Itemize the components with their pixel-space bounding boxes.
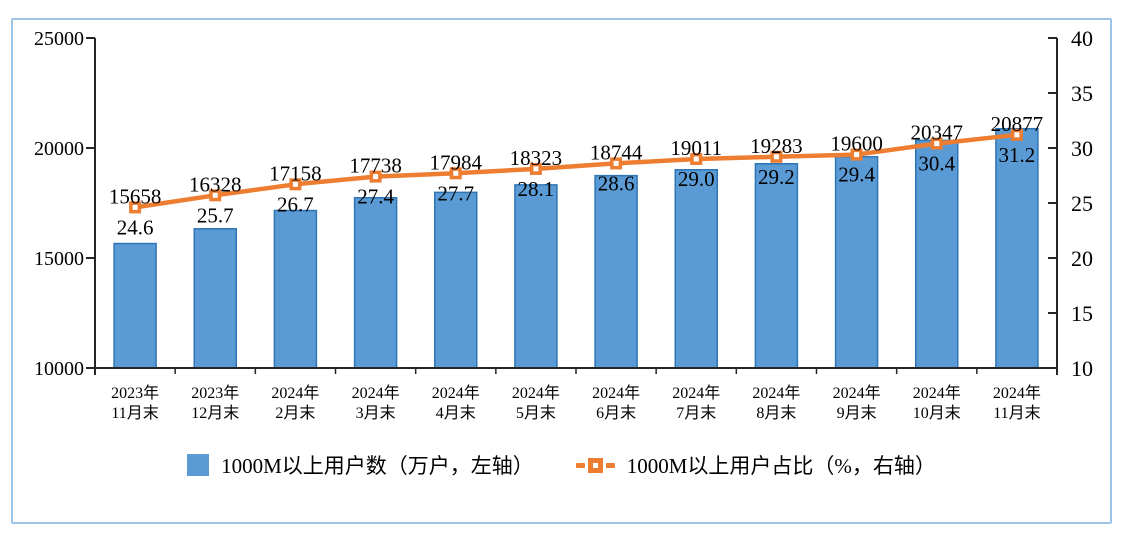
- left-axis-tick-label: 10000: [34, 358, 84, 380]
- right-axis-tick-label: 15: [1071, 301, 1093, 326]
- right-axis-tick-label: 35: [1071, 81, 1093, 106]
- x-axis-category-label: 2024年: [271, 384, 319, 402]
- bar-value-label: 15658: [109, 184, 162, 208]
- x-axis-category-label: 7月末: [676, 404, 716, 422]
- x-axis-category-label: 2024年: [432, 384, 480, 402]
- x-axis-category-label: 2024年: [752, 384, 800, 402]
- ratio-line-marker-center: [934, 141, 940, 147]
- ratio-line-marker-center: [613, 160, 619, 166]
- ratio-value-label: 29.2: [758, 165, 795, 189]
- ratio-line: [134, 132, 1018, 210]
- x-axis-category-label: 11月末: [111, 404, 158, 422]
- x-axis-category-label: 9月末: [837, 404, 877, 422]
- bar-value-label: 20347: [911, 121, 964, 145]
- x-axis-category-label: 4月末: [436, 404, 476, 422]
- bar: [915, 139, 959, 369]
- ratio-line-marker-center: [453, 170, 459, 176]
- bar: [834, 156, 879, 369]
- x-axis-category-label: 10月末: [913, 404, 961, 422]
- bar: [674, 169, 718, 369]
- x-axis-category-label: 8月末: [756, 404, 796, 422]
- right-axis-tick-label: 25: [1071, 191, 1093, 216]
- ratio-value-label: 28.1: [518, 177, 555, 201]
- bar-swatch-icon: [187, 454, 210, 476]
- ratio-value-label: 29.4: [838, 163, 875, 187]
- bar: [514, 184, 558, 369]
- right-axis-tick-label: 30: [1071, 136, 1093, 161]
- legend: 1000M以上用户数（万户，左轴） 1000M以上用户占比（%，右轴）: [13, 450, 1110, 480]
- x-axis-category-label: 11月末: [993, 404, 1040, 422]
- ratio-line-marker-center: [854, 152, 860, 158]
- ratio-value-label: 30.4: [918, 152, 955, 176]
- legend-label-users: 1000M以上用户数（万户，左轴）: [221, 454, 534, 478]
- bar-value-label: 18323: [510, 146, 563, 170]
- ratio-value-label: 24.6: [117, 215, 154, 239]
- bar: [754, 163, 799, 369]
- ratio-value-label: 31.2: [999, 143, 1036, 167]
- ratio-value-label: 28.6: [598, 171, 635, 195]
- x-axis-category-label: 2月末: [275, 404, 315, 422]
- x-axis-category-label: 2024年: [512, 384, 560, 402]
- bar: [273, 209, 318, 369]
- ratio-value-label: 27.4: [357, 185, 394, 209]
- bar-value-label: 20877: [991, 112, 1044, 136]
- left-axis-tick-label: 20000: [34, 138, 84, 160]
- line-marker-icon: [575, 457, 615, 473]
- bar-value-label: 17984: [430, 150, 483, 174]
- ratio-line-marker-center: [212, 192, 218, 198]
- ratio-line-marker-center: [292, 181, 298, 187]
- ratio-line-marker-center: [1014, 132, 1020, 138]
- bar: [594, 174, 638, 369]
- x-axis-category-label: 2024年: [592, 384, 640, 402]
- line-square-icon: [587, 457, 603, 473]
- ratio-value-label: 26.7: [277, 192, 314, 216]
- x-axis-category-label: 2024年: [672, 384, 720, 402]
- x-axis-category-label: 2024年: [993, 384, 1041, 402]
- right-axis-tick-label: 20: [1071, 246, 1093, 271]
- legend-item-ratio-line: 1000M以上用户占比（%，右轴）: [575, 450, 936, 480]
- bar: [434, 191, 478, 369]
- bar-value-label: 19011: [670, 136, 722, 160]
- bar-value-label: 19283: [750, 134, 803, 158]
- line-dash-icon: [605, 462, 615, 468]
- left-axis-tick-label: 15000: [34, 248, 84, 270]
- bar: [113, 242, 157, 369]
- ratio-value-label: 27.7: [437, 181, 474, 205]
- ratio-line-marker-center: [773, 154, 779, 160]
- x-axis-category-label: 12月末: [191, 404, 239, 422]
- ratio-value-label: 29.0: [678, 167, 715, 191]
- x-axis-category-label: 5月末: [516, 404, 556, 422]
- ratio-line-marker-center: [132, 204, 138, 210]
- right-axis-tick-label: 10: [1071, 356, 1093, 381]
- bar-value-label: 17158: [269, 161, 322, 185]
- right-axis-tick-label: 40: [1071, 26, 1093, 51]
- bar: [193, 228, 237, 369]
- bar: [995, 127, 1039, 369]
- x-axis-category-label: 2024年: [352, 384, 400, 402]
- bar-value-label: 16328: [189, 172, 242, 196]
- x-axis-category-label: 2023年: [191, 384, 239, 402]
- ratio-line-marker-center: [693, 156, 699, 162]
- bar: [353, 197, 398, 369]
- bar-value-label: 17738: [349, 154, 402, 178]
- bar-value-label: 19600: [830, 132, 883, 156]
- bar-value-label: 18744: [590, 140, 643, 164]
- legend-item-users-bars: 1000M以上用户数（万户，左轴）: [187, 450, 534, 480]
- x-axis-category-label: 2024年: [833, 384, 881, 402]
- x-axis-category-label: 6月末: [596, 404, 636, 422]
- left-axis-tick-label: 25000: [34, 28, 84, 50]
- x-axis-category-label: 2023年: [111, 384, 159, 402]
- ratio-line-marker-center: [533, 166, 539, 172]
- line-dash-icon: [575, 462, 585, 468]
- ratio-value-label: 25.7: [197, 203, 234, 227]
- legend-label-ratio: 1000M以上用户占比（%，右轴）: [626, 454, 936, 478]
- x-axis-category-label: 3月末: [356, 404, 396, 422]
- ratio-line-marker-center: [373, 174, 379, 180]
- x-axis-category-label: 2024年: [913, 384, 961, 402]
